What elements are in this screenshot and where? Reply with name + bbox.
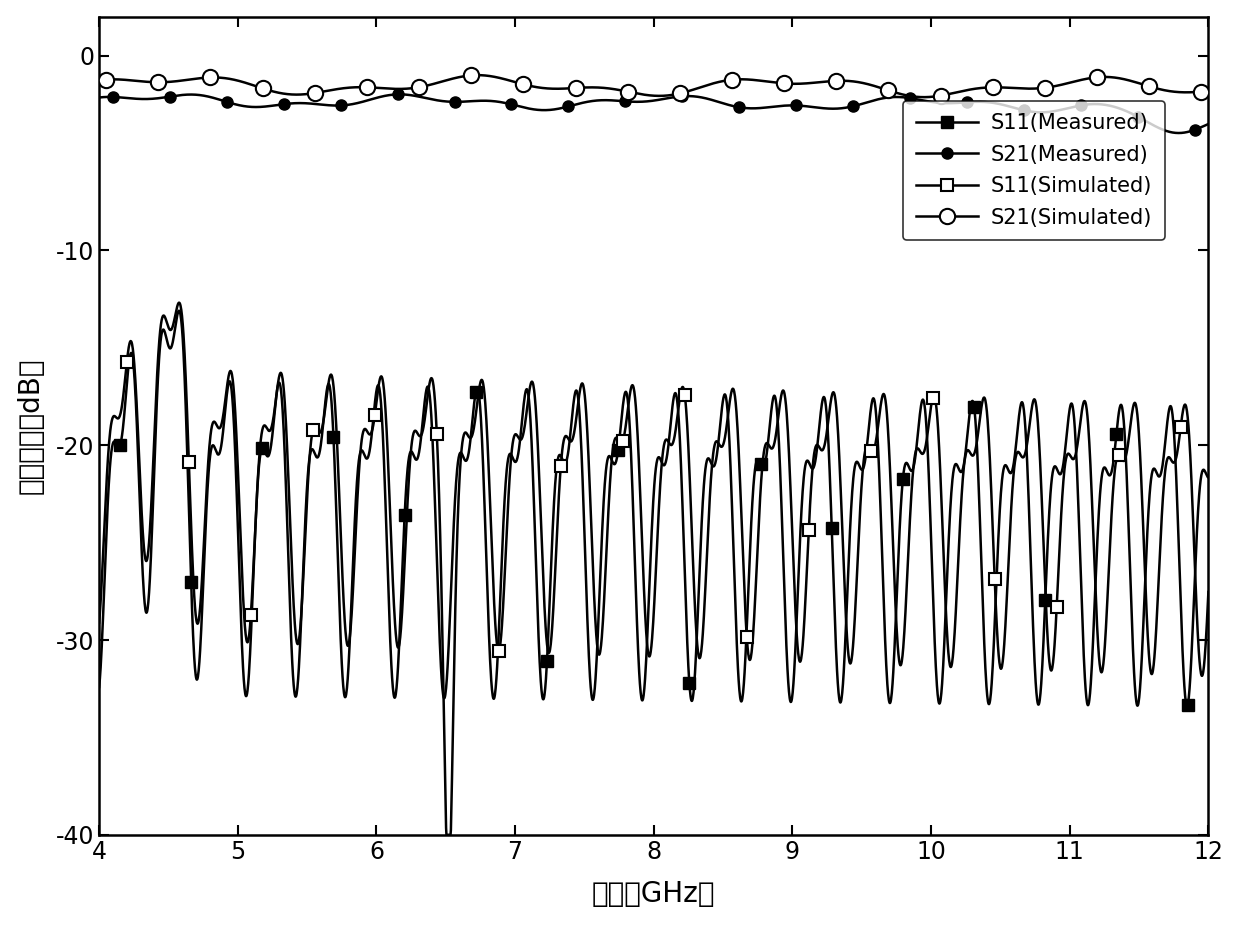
S21(Simulated) [99, 74, 114, 85]
S11(Simulated) [429, 428, 444, 439]
S21(Measured) [162, 91, 177, 102]
S11(Measured) [611, 445, 626, 456]
S21(Simulated) [464, 69, 479, 80]
S21(Measured) [1074, 100, 1089, 111]
S21(Measured) [1187, 124, 1202, 135]
S21(Measured) [675, 91, 689, 102]
S21(Measured) [277, 99, 291, 110]
S21(Measured) [732, 102, 746, 113]
S21(Simulated) [203, 72, 218, 83]
S21(Simulated) [412, 81, 427, 92]
S11(Simulated) [677, 389, 692, 401]
S21(Measured) [391, 89, 405, 100]
S11(Simulated) [801, 524, 816, 536]
S21(Simulated) [516, 79, 531, 90]
S11(Measured) [255, 443, 270, 454]
S21(Simulated) [620, 86, 635, 97]
Line: S21(Measured): S21(Measured) [108, 89, 1200, 135]
S11(Simulated) [367, 410, 382, 421]
S21(Measured) [503, 99, 518, 110]
S11(Measured) [184, 576, 198, 587]
S21(Simulated) [568, 82, 583, 93]
S21(Measured) [219, 96, 234, 107]
S21(Simulated) [672, 88, 687, 99]
S21(Simulated) [934, 90, 949, 101]
S11(Simulated) [1111, 450, 1126, 461]
Line: S11(Simulated): S11(Simulated) [120, 355, 1187, 658]
S21(Simulated) [724, 74, 739, 85]
S21(Measured) [1017, 105, 1032, 116]
S21(Simulated) [828, 75, 843, 86]
S11(Simulated) [181, 457, 196, 468]
S21(Measured) [618, 96, 632, 107]
S11(Measured) [895, 474, 910, 485]
S11(Measured) [1180, 699, 1195, 710]
S21(Measured) [448, 96, 463, 107]
S21(Simulated) [1038, 82, 1053, 93]
S11(Simulated) [305, 425, 320, 436]
S21(Simulated) [360, 81, 374, 92]
S11(Simulated) [1173, 422, 1188, 433]
X-axis label: 频率（GHz）: 频率（GHz） [591, 881, 715, 908]
Legend: S11(Measured), S21(Measured), S11(Simulated), S21(Simulated): S11(Measured), S21(Measured), S11(Simula… [903, 101, 1164, 240]
S11(Measured) [469, 386, 484, 397]
S21(Measured) [560, 101, 575, 112]
S11(Measured) [825, 523, 839, 534]
S11(Simulated) [925, 392, 940, 403]
S11(Simulated) [615, 436, 630, 447]
S21(Simulated) [255, 83, 270, 94]
S21(Simulated) [882, 85, 897, 96]
S11(Simulated) [987, 574, 1002, 585]
S21(Simulated) [776, 78, 791, 89]
S21(Simulated) [151, 77, 166, 88]
S21(Simulated) [308, 88, 322, 99]
S11(Measured) [326, 431, 341, 442]
Line: S11(Measured): S11(Measured) [114, 386, 1193, 710]
S21(Measured) [903, 92, 918, 104]
S11(Measured) [1109, 428, 1123, 439]
S11(Measured) [1038, 595, 1053, 606]
S21(Simulated) [986, 81, 1001, 92]
S11(Simulated) [491, 646, 506, 657]
S11(Simulated) [863, 446, 878, 457]
Line: S21(Simulated): S21(Simulated) [98, 68, 1209, 104]
S21(Simulated) [1194, 86, 1209, 97]
S21(Measured) [960, 97, 975, 108]
S11(Simulated) [119, 356, 134, 367]
S11(Simulated) [739, 631, 754, 642]
S21(Measured) [789, 100, 804, 111]
S21(Measured) [334, 100, 348, 111]
S21(Simulated) [1090, 72, 1105, 83]
S11(Measured) [113, 439, 128, 450]
S11(Measured) [967, 401, 982, 413]
S21(Measured) [1130, 111, 1145, 122]
S21(Simulated) [1142, 80, 1157, 92]
S21(Measured) [105, 92, 120, 103]
S11(Measured) [397, 510, 412, 521]
S21(Measured) [846, 101, 861, 112]
Y-axis label: 散射系数（dB）: 散射系数（dB） [16, 357, 45, 494]
S11(Simulated) [553, 461, 568, 472]
S11(Simulated) [1049, 601, 1064, 612]
S11(Measured) [682, 678, 697, 689]
S11(Measured) [539, 656, 554, 667]
S11(Measured) [753, 459, 768, 470]
S11(Simulated) [243, 610, 258, 621]
